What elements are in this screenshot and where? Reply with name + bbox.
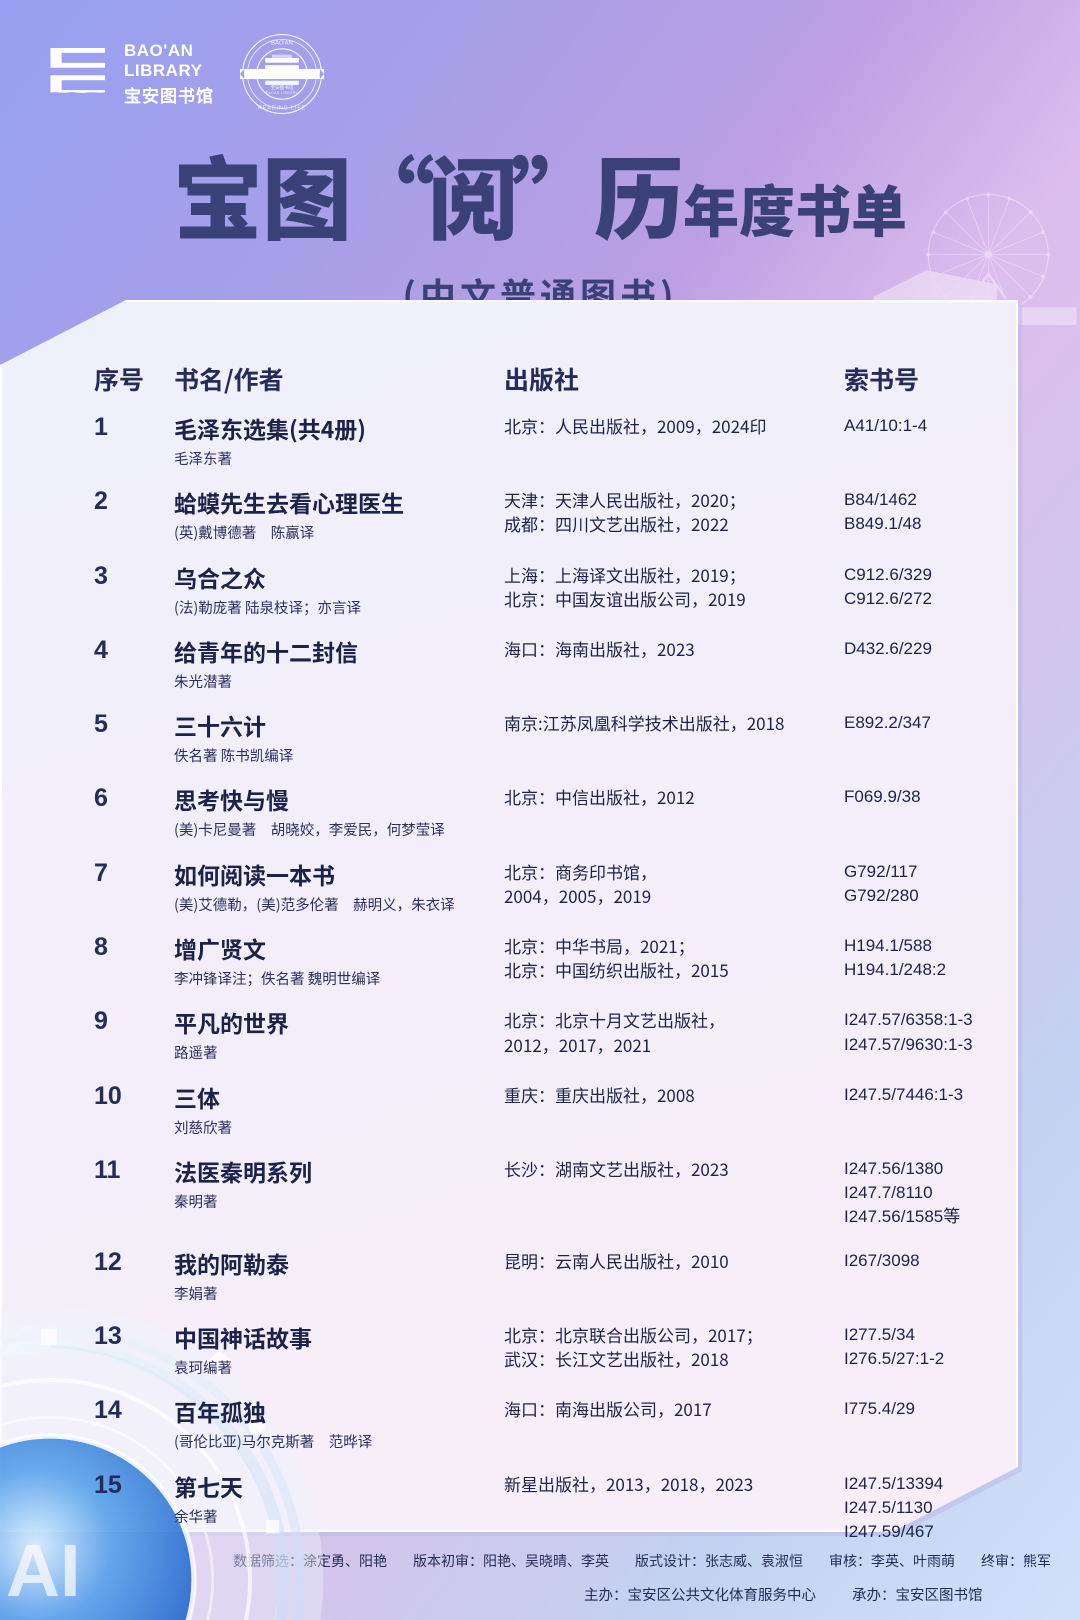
svg-text:AI: AI bbox=[6, 1528, 81, 1612]
svg-text:READING LIFE: READING LIFE bbox=[258, 105, 306, 111]
svg-text:BAO'AN: BAO'AN bbox=[271, 41, 293, 47]
svg-text:宝安图书馆: 宝安图书馆 bbox=[270, 84, 293, 91]
svg-text:BAOAN LIBRARY: BAOAN LIBRARY bbox=[266, 91, 299, 95]
